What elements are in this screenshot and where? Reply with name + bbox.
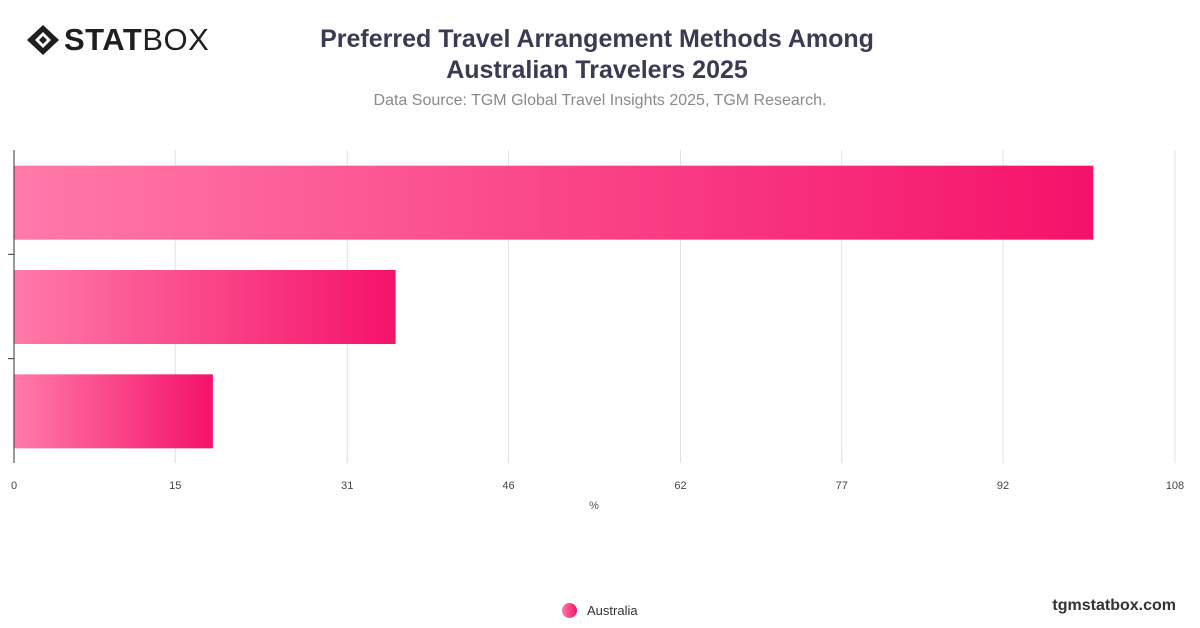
x-tick-label: 46	[502, 480, 514, 492]
legend-label-australia: Australia	[587, 603, 638, 618]
logo-text: STATBOX	[64, 24, 209, 56]
logo: STATBOX	[26, 24, 209, 56]
bar-australia-2[interactable]	[14, 270, 396, 344]
chart-subtitle: Data Source: TGM Global Travel Insights …	[373, 92, 827, 109]
x-tick-label: 31	[341, 480, 353, 492]
x-tick-label: 77	[836, 480, 848, 492]
diamond-logo-icon	[27, 25, 59, 55]
x-tick-label: 0	[11, 480, 17, 492]
bars	[14, 165, 1094, 449]
axes: 0 15 31 46 62 77 92 108	[8, 150, 1184, 492]
x-tick-label: 92	[997, 480, 1009, 492]
x-tick-label: 15	[169, 480, 181, 492]
x-axis-title: %	[589, 500, 599, 512]
site-url: tgmstatbox.com	[1052, 597, 1176, 614]
legend-swatch	[562, 603, 577, 618]
logo-text-light: BOX	[142, 22, 210, 57]
bar-australia-3[interactable]	[14, 374, 213, 449]
logo-text-bold: STAT	[64, 22, 143, 57]
chart-title-line1: Preferred Travel Arrangement Methods Amo…	[320, 25, 874, 53]
bar-australia-1[interactable]	[14, 165, 1094, 240]
chart-title: Preferred Travel Arrangement Methods Amo…	[300, 24, 894, 86]
x-tick-label: 108	[1166, 480, 1184, 492]
legend[interactable]: Australia	[562, 603, 638, 618]
chart-title-line2: Australian Travelers 2025	[446, 56, 748, 84]
x-tick-label: 62	[674, 480, 686, 492]
